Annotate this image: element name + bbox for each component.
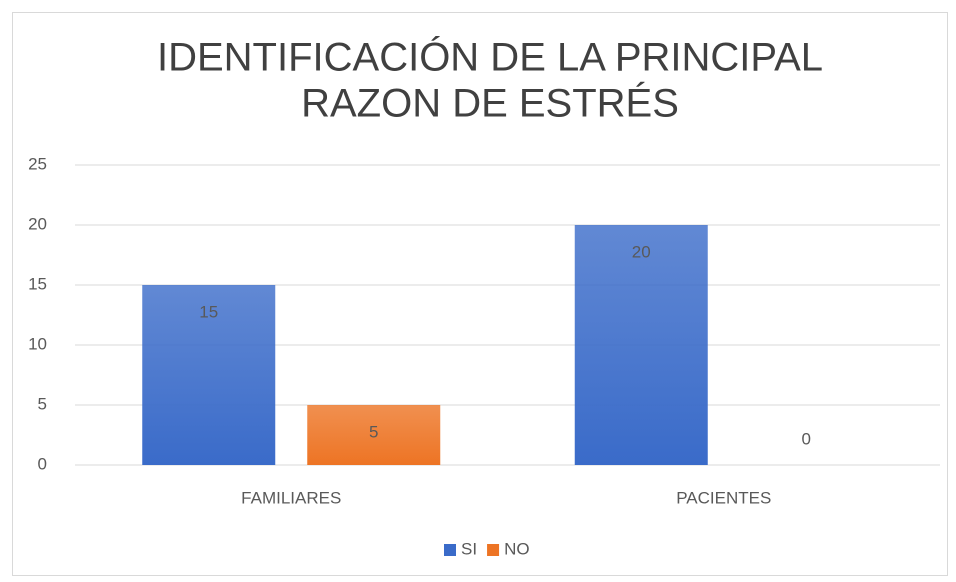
data-label: 15: [199, 302, 218, 321]
x-tick-label: PACIENTES: [676, 488, 771, 507]
chart-title: RAZON DE ESTRÉS: [301, 81, 679, 126]
data-label: 5: [369, 422, 378, 441]
legend-swatch: [487, 544, 500, 556]
chart-title: IDENTIFICACIÓN DE LA PRINCIPAL: [157, 35, 823, 80]
y-tick-label: 15: [28, 274, 47, 293]
x-tick-label: FAMILIARES: [241, 488, 341, 507]
legend-label: NO: [504, 539, 530, 558]
data-label: 20: [632, 242, 651, 261]
bar: [307, 405, 441, 465]
data-label: 0: [802, 429, 811, 448]
legend-label: SI: [461, 539, 477, 558]
bar: [142, 285, 276, 465]
bar: [574, 225, 708, 465]
y-tick-label: 0: [38, 454, 47, 473]
y-tick-label: 10: [28, 334, 47, 353]
legend-swatch: [444, 544, 456, 556]
y-tick-label: 5: [38, 394, 47, 413]
y-tick-label: 20: [28, 214, 47, 233]
y-tick-label: 25: [28, 154, 47, 173]
